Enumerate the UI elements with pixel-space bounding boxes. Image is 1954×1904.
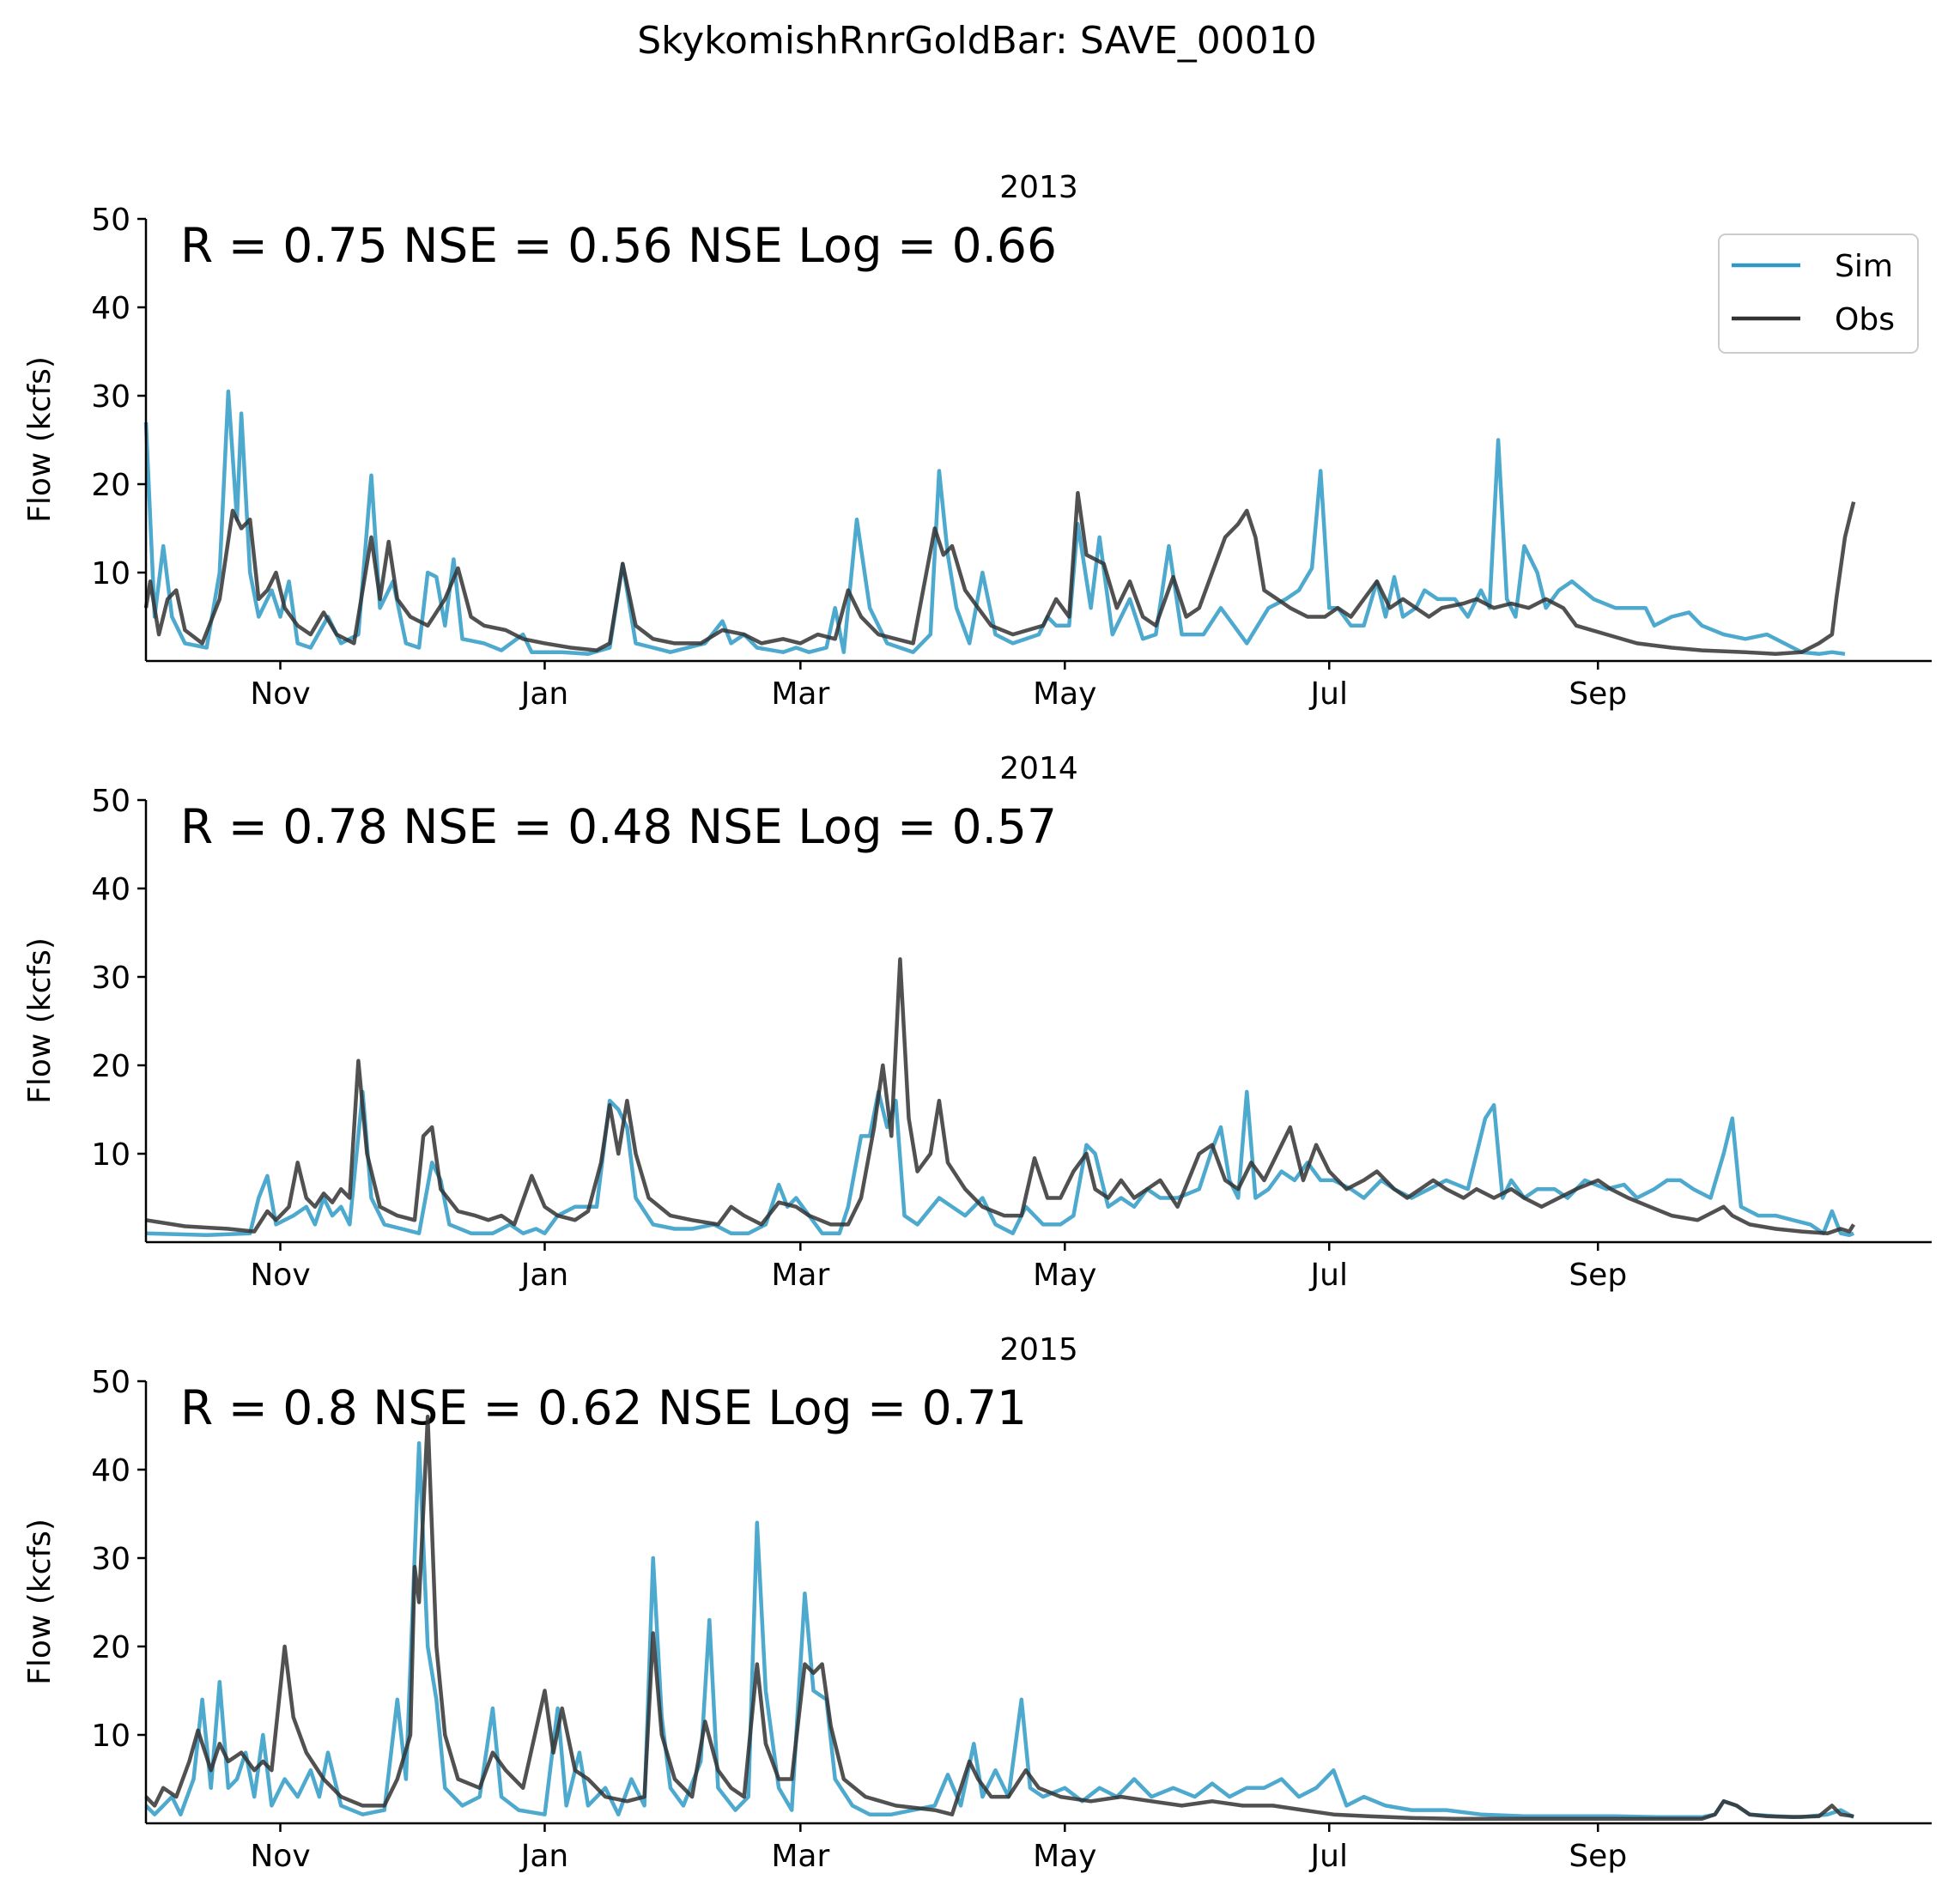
x-tick-label: Jul [1309,1839,1348,1874]
y-tick-label: 40 [91,872,130,907]
y-tick-label: 10 [91,1719,130,1754]
panel-title: 2013 [999,170,1078,205]
y-axis-label: Flow (kcfs) [22,356,58,523]
x-tick-label: Mar [771,1258,829,1293]
series-line-obs [144,1414,1854,1822]
x-tick-label: Jan [519,676,569,712]
x-tick-label: Mar [771,676,829,712]
y-ticks: 10 20 30 40 50 [91,784,146,1173]
y-axis-label: Flow (kcfs) [22,1519,58,1685]
x-tick-label: Nov [250,676,310,712]
y-tick-label: 40 [91,291,130,326]
panel-2014: 2014 R = 0.78 NSE = 0.48 NSE Log = 0.57 … [22,751,1932,1293]
y-axis-label: Flow (kcfs) [22,937,58,1104]
x-ticks: Nov Jan Mar May Jul Sep [250,661,1627,712]
stats-text: R = 0.8 NSE = 0.62 NSE Log = 0.71 [180,1380,1027,1435]
x-tick-label: Nov [250,1839,310,1874]
panel-2013: 2013 R = 0.75 NSE = 0.56 NSE Log = 0.66 … [22,170,1932,712]
legend-sim-label: Sim [1835,249,1893,284]
series-line-sim [144,1440,1855,1820]
x-tick-label: Jan [519,1258,569,1293]
y-tick-label: 10 [91,1137,130,1173]
series-layer [144,1414,1855,1822]
legend: Sim Obs [1718,233,1919,354]
stats-text: R = 0.78 NSE = 0.48 NSE Log = 0.57 [180,799,1057,854]
y-tick-label: 40 [91,1453,130,1489]
y-tick-label: 30 [91,1542,130,1577]
x-ticks: Nov Jan Mar May Jul Sep [250,1823,1627,1874]
y-tick-label: 20 [91,1049,130,1084]
panel-2015: 2015 R = 0.8 NSE = 0.62 NSE Log = 0.71 F… [22,1332,1932,1874]
y-tick-label: 20 [91,1630,130,1665]
y-tick-label: 50 [91,784,130,819]
series-layer [145,957,1856,1238]
x-tick-label: May [1033,1258,1096,1293]
x-tick-label: Sep [1569,676,1627,712]
y-tick-label: 50 [91,1365,130,1400]
x-tick-label: Jul [1309,1258,1348,1293]
legend-obs-label: Obs [1835,302,1895,337]
x-tick-label: Jul [1309,676,1348,712]
x-tick-label: Nov [250,1258,310,1293]
x-tick-label: Mar [771,1839,829,1874]
x-tick-label: May [1033,676,1096,712]
y-tick-label: 20 [91,468,130,503]
y-ticks: 10 20 30 40 50 [91,203,146,591]
y-tick-label: 30 [91,961,130,996]
panel-title: 2015 [999,1332,1078,1367]
y-tick-label: 30 [91,379,130,415]
x-tick-label: Sep [1569,1839,1627,1874]
panel-title: 2014 [999,751,1078,786]
y-tick-label: 10 [91,556,130,591]
y-tick-label: 50 [91,203,130,238]
stats-text: R = 0.75 NSE = 0.56 NSE Log = 0.66 [180,218,1057,273]
series-line-obs [145,957,1856,1235]
figure-suptitle: SkykomishRnrGoldBar: SAVE_00010 [637,19,1317,63]
x-tick-label: Jan [519,1839,569,1874]
x-tick-label: Sep [1569,1258,1627,1293]
series-layer [143,389,1856,657]
y-ticks: 10 20 30 40 50 [91,1365,146,1754]
x-ticks: Nov Jan Mar May Jul Sep [250,1242,1627,1293]
x-tick-label: May [1033,1839,1096,1874]
series-line-obs [143,491,1856,657]
